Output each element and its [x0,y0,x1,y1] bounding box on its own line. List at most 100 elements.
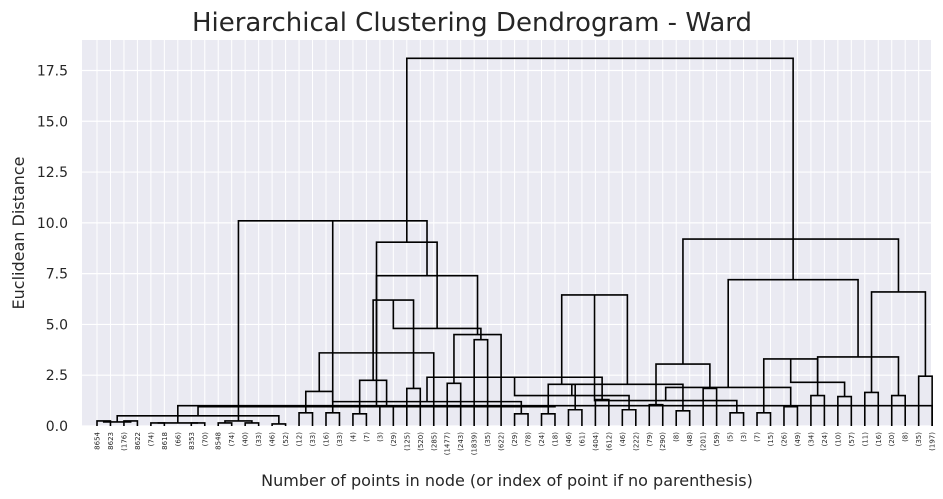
x-tick-label: 8548 [215,432,223,450]
x-tick-label: (1839) [471,432,479,456]
x-tick-label: 8654 [94,431,102,449]
dendrogram-links [96,57,933,426]
grid-lines [82,40,933,427]
y-tick-label: 5.0 [46,317,68,333]
x-tick-label: (197) [929,432,937,451]
x-tick-label: (33) [309,432,317,447]
x-tick-label: (57) [848,432,856,447]
dendrogram-link [298,411,314,426]
plot-background [82,40,931,426]
dendrogram-link [325,411,341,426]
x-tick-label: (79) [646,432,654,447]
x-tick-label: (622) [498,432,506,451]
x-tick-label: 8353 [188,432,196,450]
dendrogram-link [453,333,502,426]
x-tick-label: 8618 [161,432,169,450]
x-tick-label: 8622 [134,432,142,450]
x-tick-label: (18) [551,432,559,447]
x-tick-label: (52) [282,432,290,447]
y-tick-label: 7.5 [46,267,68,283]
dendrogram-link [406,57,794,280]
x-tick-label: (29) [390,432,398,447]
x-tick-label: (10) [834,432,842,447]
y-tick-labels: 0.0 2.5 5.0 7.5 10.0 12.5 15.0 17.5 [37,63,68,435]
x-tick-label: (8) [902,432,910,442]
y-tick-label: 0.0 [46,419,68,435]
x-tick-label: (3) [740,432,748,442]
x-tick-label: (612) [605,432,613,451]
x-tick-label: (222) [632,432,640,451]
dendrogram-link [729,411,745,426]
x-tick-label: (404) [592,432,600,451]
x-tick-label: (24) [821,432,829,447]
x-tick-label: (35) [484,432,492,447]
y-tick-label: 15.0 [37,114,68,130]
x-tick-label: (201) [700,432,708,451]
x-tick-label: (61) [578,432,586,447]
chart-title: Hierarchical Clustering Dendrogram - War… [192,8,752,38]
y-tick-label: 17.5 [37,63,68,79]
x-tick-label: (16) [322,432,330,447]
dendrogram-link [426,376,603,402]
x-tick-label: (49) [794,432,802,447]
x-tick-label: (243) [457,432,465,451]
y-tick-label: 12.5 [37,165,68,181]
x-tick-label: (20) [888,432,896,447]
dendrogram-link [352,413,368,426]
x-tick-label: (74) [228,432,236,447]
dendrogram-link [513,413,529,426]
x-tick-label: (46) [619,432,627,447]
x-tick-label: (35) [915,432,923,447]
x-tick-label: (290) [659,432,667,451]
dendrogram-link [560,294,629,385]
x-tick-label: (1477) [444,432,452,456]
x-tick-label: (15) [767,432,775,447]
dendrogram-link [446,382,462,426]
x-tick-label: (7) [754,432,762,442]
x-tick-label: (176) [120,432,128,451]
x-tick-label: (285) [430,432,438,451]
x-tick-label: (520) [417,432,425,451]
dendrogram-link [217,422,233,426]
dendrogram-link [372,299,415,389]
x-tick-label: (46) [269,432,277,447]
dendrogram-link [96,420,112,426]
x-tick-label: (78) [525,432,533,447]
x-axis-label: Number of points in node (or index of po… [261,471,753,490]
dendrogram-link [406,387,422,426]
x-tick-label: (59) [713,432,721,447]
x-tick-label: (11) [861,432,869,447]
x-tick-label: (34) [807,432,815,447]
dendrogram-link [571,383,684,411]
dendrogram-link [244,422,260,426]
dendrogram-link [102,420,132,423]
x-tick-label: (48) [686,432,694,447]
y-tick-label: 2.5 [46,368,68,384]
dendrogram-link [870,291,927,393]
x-tick-label: (12) [296,432,304,447]
x-tick-label: (40) [242,432,250,447]
x-tick-label: 8623 [107,432,115,450]
dendrogram-link [540,413,556,426]
x-tick-label: (125) [403,432,411,451]
x-tick-label: (33) [336,432,344,447]
x-tick-label: (3) [376,432,384,442]
dendrogram-link [473,338,489,426]
x-tick-label: (46) [565,432,573,447]
x-tick-label: (8) [673,432,681,442]
y-tick-label: 10.0 [37,216,68,232]
dendrogram-link [756,411,772,426]
dendrogram-link [123,420,139,426]
x-tick-labels: 8654 8623 (176) 8622 (74) 8618 (66) 8353 (70) 854… [94,431,937,455]
y-axis-label: Euclidean Distance [9,157,28,310]
x-tick-label: (29) [511,432,519,447]
x-tick-label: (70) [201,432,209,447]
dendrogram-link [655,363,711,405]
x-tick-label: (16) [875,432,883,447]
dendrogram-link [547,383,576,414]
dendrogram-link [682,238,900,365]
x-tick-label: (5) [727,432,735,442]
x-tick-label: (33) [255,432,263,447]
x-tick-label: (26) [780,432,788,447]
x-tick-label: (74) [147,432,155,447]
